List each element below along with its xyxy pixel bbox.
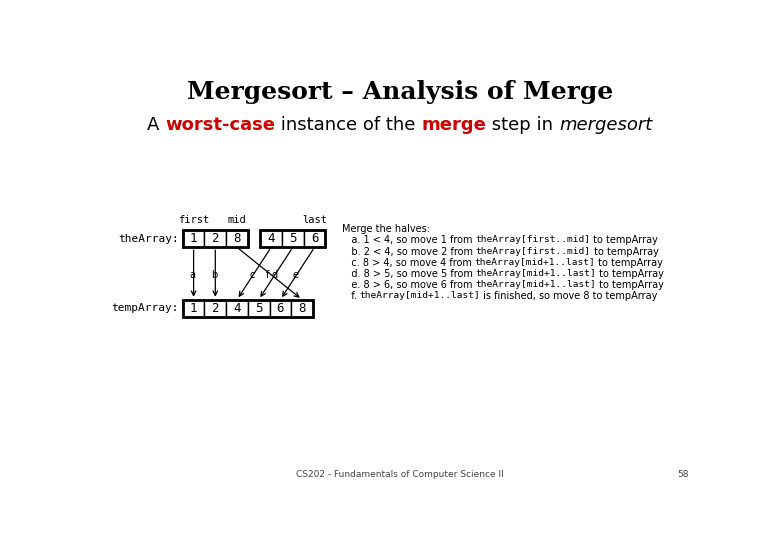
Text: 2: 2 bbox=[211, 302, 219, 315]
Text: worst-case: worst-case bbox=[165, 116, 275, 134]
Bar bbox=[303, 231, 325, 247]
Bar bbox=[270, 300, 291, 316]
Bar bbox=[248, 300, 270, 316]
Text: last: last bbox=[302, 214, 327, 225]
Text: theArray[first..mid]: theArray[first..mid] bbox=[476, 247, 590, 255]
Bar bbox=[226, 231, 248, 247]
Text: to tempArray: to tempArray bbox=[596, 280, 664, 290]
Bar bbox=[183, 231, 204, 247]
Text: theArray[first..mid]: theArray[first..mid] bbox=[475, 235, 590, 245]
Text: 58: 58 bbox=[677, 470, 689, 479]
Text: instance of the: instance of the bbox=[275, 116, 421, 134]
Text: 1: 1 bbox=[190, 302, 197, 315]
Text: CS202 - Fundamentals of Computer Science II: CS202 - Fundamentals of Computer Science… bbox=[296, 470, 504, 479]
Text: first: first bbox=[178, 214, 209, 225]
Text: e: e bbox=[293, 269, 299, 280]
Bar bbox=[282, 231, 303, 247]
Text: theArray[mid+1..last]: theArray[mid+1..last] bbox=[475, 280, 596, 289]
Text: to tempArray: to tempArray bbox=[590, 235, 658, 245]
Text: Merge the halves:: Merge the halves: bbox=[342, 224, 430, 234]
Text: 1: 1 bbox=[190, 232, 197, 245]
Text: 6: 6 bbox=[310, 232, 318, 245]
Text: 4: 4 bbox=[233, 302, 241, 315]
Text: to tempArray: to tempArray bbox=[597, 269, 665, 279]
Text: A: A bbox=[147, 116, 165, 134]
Text: Mergesort – Analysis of Merge: Mergesort – Analysis of Merge bbox=[186, 80, 613, 104]
Bar bbox=[183, 300, 204, 316]
Text: theArray:: theArray: bbox=[118, 234, 179, 244]
Text: d. 8 > 5, so move 5 from: d. 8 > 5, so move 5 from bbox=[342, 269, 476, 279]
Text: step in: step in bbox=[486, 116, 559, 134]
Text: f: f bbox=[266, 269, 270, 280]
Text: to tempArray: to tempArray bbox=[595, 258, 663, 268]
Text: to tempArray: to tempArray bbox=[590, 247, 658, 256]
Bar bbox=[183, 231, 248, 247]
Text: b: b bbox=[211, 269, 217, 280]
Text: theArray[mid+1..last]: theArray[mid+1..last] bbox=[474, 258, 595, 267]
Text: 8: 8 bbox=[298, 302, 306, 315]
Bar bbox=[204, 231, 226, 247]
Text: theArray[mid+1..last]: theArray[mid+1..last] bbox=[360, 291, 480, 300]
Text: a: a bbox=[189, 269, 195, 280]
Bar bbox=[291, 300, 313, 316]
Bar bbox=[226, 300, 248, 316]
Text: tempArray:: tempArray: bbox=[112, 303, 179, 313]
Text: mergesort: mergesort bbox=[559, 116, 652, 134]
Bar bbox=[261, 231, 282, 247]
Text: a. 1 < 4, so move 1 from: a. 1 < 4, so move 1 from bbox=[342, 235, 475, 245]
Text: 6: 6 bbox=[277, 302, 284, 315]
Text: f.: f. bbox=[342, 291, 360, 301]
Bar bbox=[204, 300, 226, 316]
Text: 4: 4 bbox=[268, 232, 275, 245]
Text: is finished, so move 8 to tempArray: is finished, so move 8 to tempArray bbox=[480, 291, 658, 301]
Text: theArray[mid+1..last]: theArray[mid+1..last] bbox=[476, 269, 597, 278]
Bar bbox=[183, 300, 313, 316]
Text: merge: merge bbox=[421, 116, 486, 134]
Text: 5: 5 bbox=[289, 232, 296, 245]
Text: d: d bbox=[271, 269, 277, 280]
Bar bbox=[261, 231, 325, 247]
Text: c: c bbox=[250, 269, 255, 280]
Text: e. 8 > 6, so move 6 from: e. 8 > 6, so move 6 from bbox=[342, 280, 475, 290]
Text: 2: 2 bbox=[211, 232, 219, 245]
Text: b. 2 < 4, so move 2 from: b. 2 < 4, so move 2 from bbox=[342, 247, 476, 256]
Text: c. 8 > 4, so move 4 from: c. 8 > 4, so move 4 from bbox=[342, 258, 474, 268]
Text: 8: 8 bbox=[233, 232, 241, 245]
Text: 5: 5 bbox=[255, 302, 262, 315]
Text: mid: mid bbox=[228, 214, 246, 225]
